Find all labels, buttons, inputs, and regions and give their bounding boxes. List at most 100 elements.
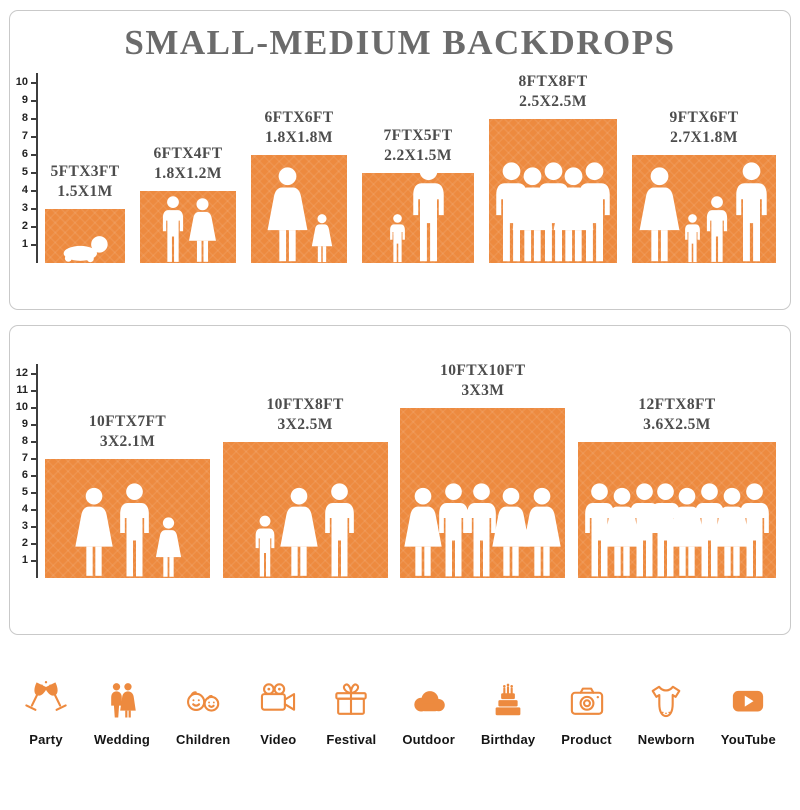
backdrop-people bbox=[489, 162, 617, 263]
ruler-number: 6 bbox=[21, 469, 28, 481]
size-ft-label: 9FTX6FT bbox=[669, 108, 739, 126]
category-birthday: Birthday bbox=[481, 679, 535, 747]
ruler-number: 8 bbox=[21, 112, 28, 124]
person-silhouette bbox=[695, 483, 725, 577]
size-m-label: 3.6X2.5M bbox=[643, 415, 711, 433]
size-ft-label: 10FTX10FT bbox=[440, 361, 526, 379]
person-silhouette bbox=[650, 483, 680, 577]
product-icon bbox=[570, 687, 603, 715]
person-silhouette bbox=[162, 196, 183, 262]
newborn-icon bbox=[651, 685, 681, 718]
category-label: Newborn bbox=[637, 732, 695, 747]
page-title: SMALL-MEDIUM BACKDROPS bbox=[124, 23, 676, 62]
backdrop-size-label: 7FTX5FT 2.2X1.5M bbox=[383, 126, 452, 166]
category-label: Wedding bbox=[93, 732, 151, 747]
size-ft-label: 5FTX3FT bbox=[50, 162, 120, 180]
backdrop-people bbox=[632, 162, 776, 263]
ruler-number: 8 bbox=[21, 435, 28, 447]
person-silhouette bbox=[311, 214, 332, 263]
ruler-number: 3 bbox=[21, 202, 28, 214]
category-label: Children bbox=[176, 732, 231, 747]
backdrop-people bbox=[578, 483, 776, 578]
person-silhouette bbox=[735, 162, 767, 262]
ruler-tick bbox=[31, 560, 38, 562]
backdrop-swatch bbox=[45, 459, 210, 578]
backdrop-6ftx6ft: 6FTX6FT 1.8X1.8M bbox=[251, 108, 347, 263]
ruler-number: 6 bbox=[21, 148, 28, 160]
backdrop-size-label: 10FTX10FT 3X3M bbox=[440, 361, 525, 401]
backdrop-swatch bbox=[400, 408, 566, 578]
ruler-number: 5 bbox=[21, 486, 28, 498]
size-m-label: 3X3M bbox=[461, 381, 505, 399]
backdrop-5ftx3ft: 5FTX3FT 1.5X1M bbox=[45, 162, 125, 263]
backdrop-swatch bbox=[632, 155, 776, 263]
backdrop-swatch bbox=[140, 191, 236, 263]
backdrop-swatch bbox=[45, 209, 125, 263]
ruler-tick bbox=[31, 226, 38, 228]
ruler-tick bbox=[31, 458, 38, 460]
backdrop-size-label: 10FTX8FT 3X2.5M bbox=[267, 395, 344, 435]
size-ft-label: 10FTX7FT bbox=[88, 412, 167, 430]
ruler-number: 7 bbox=[21, 130, 28, 142]
size-m-label: 1.5X1M bbox=[57, 182, 113, 200]
ruler-number: 7 bbox=[21, 452, 28, 464]
person-silhouette bbox=[74, 487, 113, 576]
category-outdoor: Outdoor bbox=[402, 679, 455, 747]
bars-small: 5FTX3FT 1.5X1M 6FTX4FT 1.8X1.2M 6FTX6FT 1.8X1… bbox=[38, 73, 776, 263]
size-ft-label: 6FTX4FT bbox=[153, 144, 223, 162]
person-silhouette bbox=[188, 198, 216, 262]
backdrop-10ftx10ft: 10FTX10FT 3X3M bbox=[400, 361, 566, 578]
backdrop-size-label: 12FTX8FT 3.6X2.5M bbox=[638, 395, 715, 435]
backdrop-10ftx7ft: 10FTX7FT 3X2.1M bbox=[45, 412, 210, 578]
ruler-tick bbox=[31, 373, 38, 375]
person-silhouette bbox=[390, 214, 405, 263]
video-icon bbox=[261, 683, 296, 711]
ruler-number: 2 bbox=[21, 537, 28, 549]
category-label: Festival bbox=[326, 732, 377, 747]
outdoor-icon bbox=[413, 691, 445, 712]
ruler-tick bbox=[31, 118, 38, 120]
ruler-number: 2 bbox=[21, 220, 28, 232]
person-silhouette bbox=[438, 483, 468, 577]
ruler-number: 10 bbox=[15, 401, 28, 413]
ruler-tick bbox=[31, 543, 38, 545]
size-m-label: 3X2.5M bbox=[277, 415, 333, 433]
backdrop-10ftx8ft: 10FTX8FT 3X2.5M bbox=[222, 395, 388, 578]
size-ft-label: 6FTX6FT bbox=[264, 108, 334, 126]
ruler-number: 11 bbox=[16, 384, 28, 396]
ruler-number: 10 bbox=[15, 76, 28, 88]
category-label: Video bbox=[260, 732, 297, 747]
ruler-number: 4 bbox=[21, 503, 28, 515]
ruler-number: 12 bbox=[15, 367, 28, 379]
ruler-tick bbox=[31, 492, 38, 494]
ruler-tick bbox=[31, 424, 38, 426]
ruler-number: 9 bbox=[21, 94, 28, 106]
person-silhouette bbox=[492, 487, 530, 576]
backdrop-swatch bbox=[222, 442, 388, 578]
person-silhouette bbox=[255, 515, 275, 577]
size-chart-small: 1 2 3 4 5 6 7 8 9 10 5FTX3FT 1.5X1M 6FTX4FT 1.8X1.2M… bbox=[10, 73, 790, 263]
size-ft-label: 10FTX8FT bbox=[266, 395, 344, 413]
ruler-tick bbox=[31, 190, 38, 192]
person-silhouette bbox=[466, 483, 496, 577]
backdrop-swatch bbox=[577, 442, 776, 578]
person-silhouette bbox=[706, 196, 727, 262]
ruler-tick bbox=[31, 208, 38, 210]
person-silhouette bbox=[585, 483, 614, 577]
size-m-label: 2.5X2.5M bbox=[519, 92, 587, 110]
size-chart-large: 1 2 3 4 5 6 7 8 9 10 11 12 10FTX7FT 3X2.1M 10FTX8FT 3X… bbox=[10, 362, 790, 578]
size-ft-label: 12FTX8FT bbox=[638, 395, 716, 413]
ruler-tick bbox=[31, 82, 38, 84]
person-silhouette bbox=[267, 167, 307, 262]
person-silhouette bbox=[324, 483, 354, 577]
person-silhouette bbox=[579, 162, 610, 262]
ruler-tick bbox=[31, 475, 38, 477]
backdrop-size-label: 5FTX3FT 1.5X1M bbox=[50, 162, 119, 202]
ruler-tick bbox=[31, 154, 38, 156]
category-label: YouTube bbox=[720, 732, 776, 747]
category-label: Party bbox=[29, 732, 63, 747]
person-silhouette bbox=[413, 162, 444, 262]
ruler-tick bbox=[31, 407, 38, 409]
backdrop-people bbox=[362, 162, 474, 263]
person-silhouette bbox=[523, 487, 561, 576]
